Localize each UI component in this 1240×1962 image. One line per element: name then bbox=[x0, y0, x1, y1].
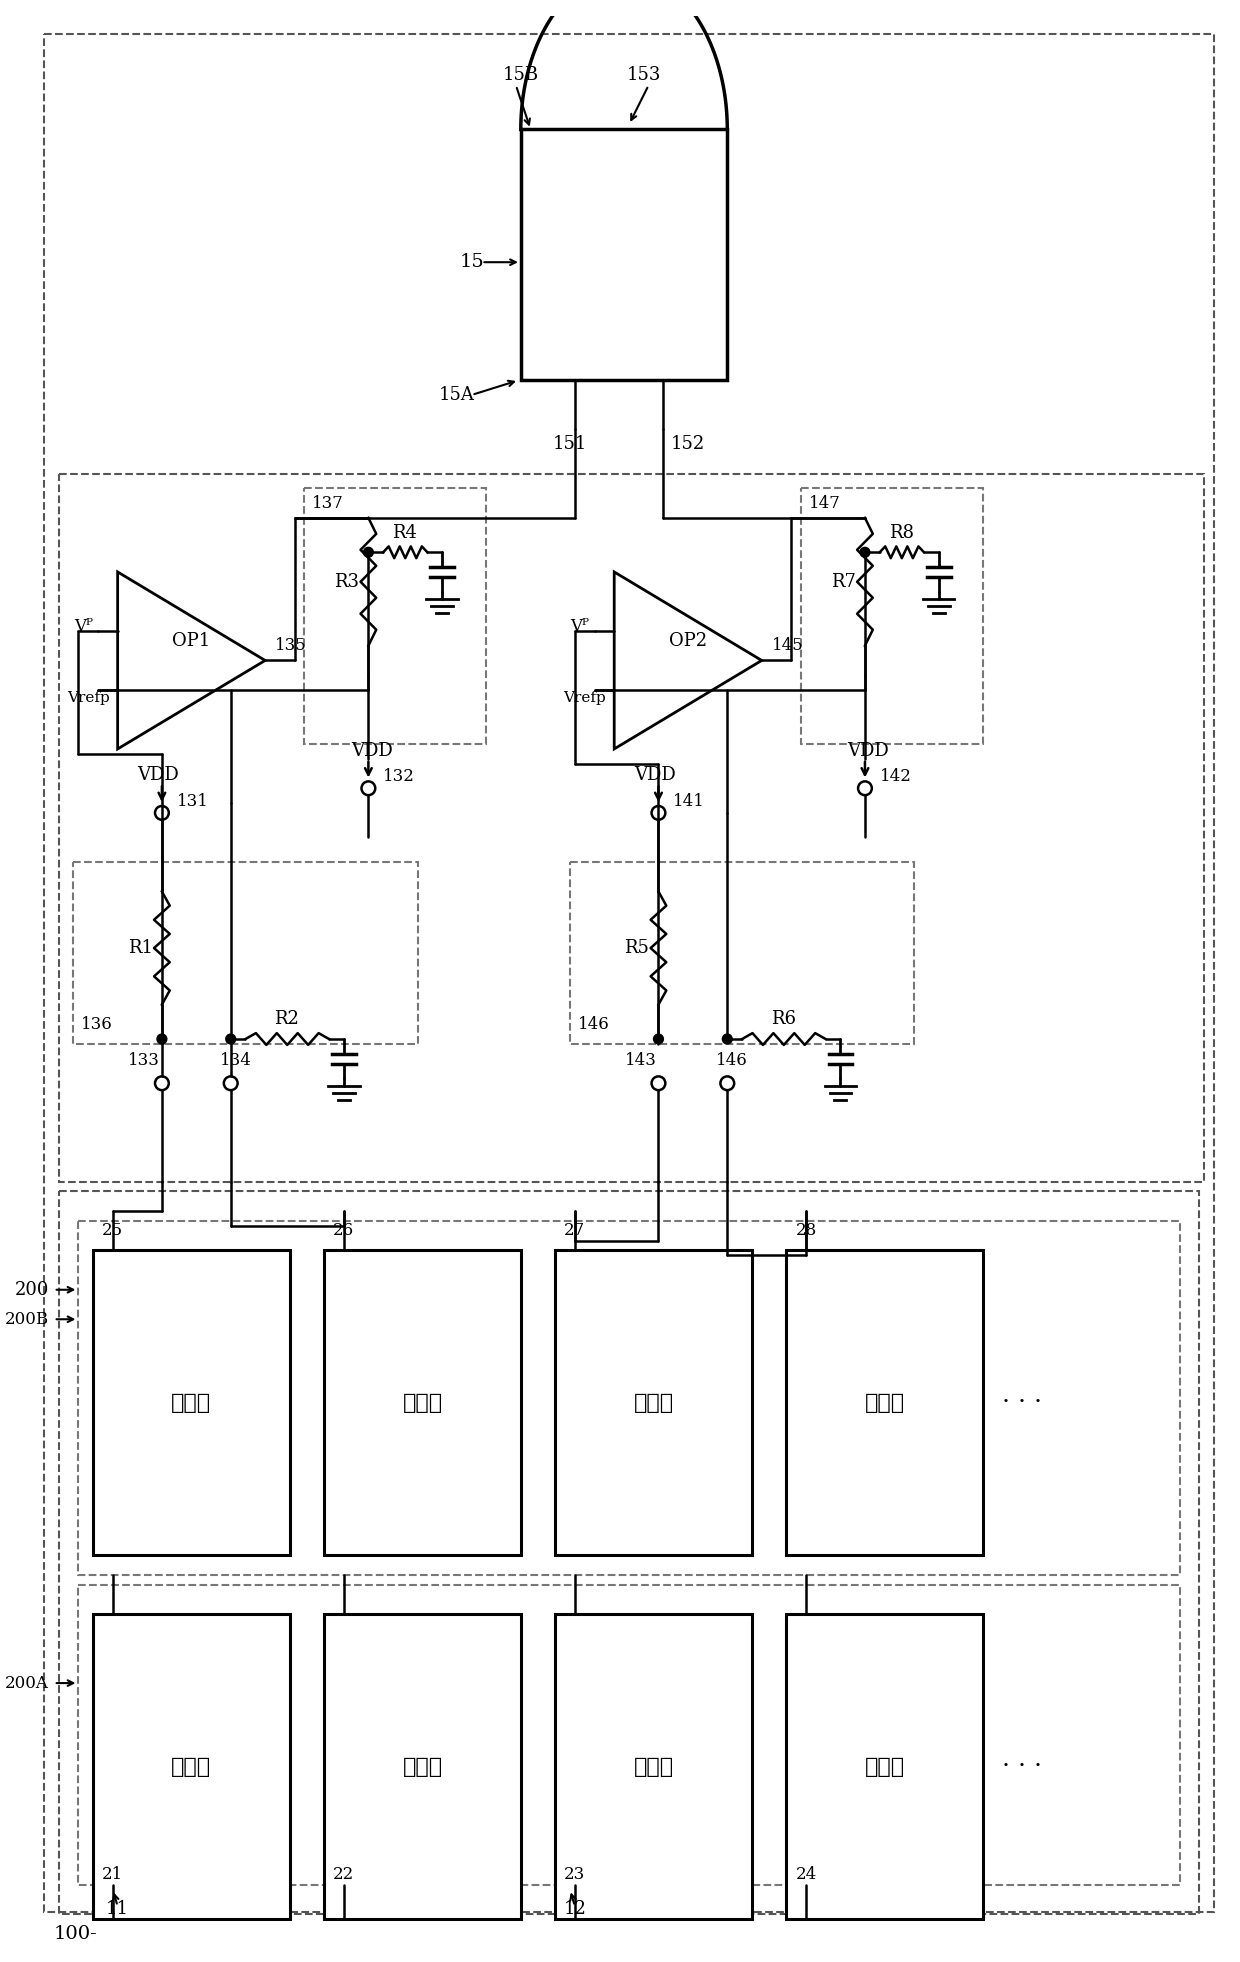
Bar bbox=[786, 1615, 983, 1919]
Text: 200A: 200A bbox=[5, 1676, 48, 1691]
Text: VDD: VDD bbox=[138, 767, 179, 785]
Text: 第五坪: 第五坪 bbox=[171, 1391, 212, 1415]
Bar bbox=[305, 489, 486, 744]
Text: 11: 11 bbox=[107, 1901, 129, 1919]
Text: R3: R3 bbox=[335, 573, 360, 591]
Bar bbox=[78, 1220, 1179, 1575]
Text: 136: 136 bbox=[82, 1016, 113, 1032]
Text: OP1: OP1 bbox=[172, 632, 211, 649]
Text: 100-: 100- bbox=[53, 1925, 98, 1942]
Bar bbox=[521, 129, 728, 381]
Text: R5: R5 bbox=[625, 938, 650, 957]
Text: R7: R7 bbox=[831, 573, 856, 591]
Text: 21: 21 bbox=[102, 1866, 123, 1884]
Text: 第六坪: 第六坪 bbox=[403, 1391, 443, 1415]
Text: 第八坪: 第八坪 bbox=[864, 1391, 905, 1415]
Text: · · ·: · · · bbox=[1002, 1391, 1043, 1415]
Text: 153: 153 bbox=[626, 67, 661, 84]
Text: 22: 22 bbox=[334, 1866, 355, 1884]
Text: R2: R2 bbox=[274, 1010, 299, 1028]
Text: 132: 132 bbox=[383, 767, 415, 785]
Text: 200: 200 bbox=[15, 1281, 48, 1299]
Circle shape bbox=[723, 1034, 732, 1044]
Bar bbox=[93, 1250, 290, 1556]
Bar bbox=[78, 1585, 1179, 1885]
Circle shape bbox=[861, 547, 870, 557]
Bar bbox=[324, 1250, 521, 1556]
Circle shape bbox=[157, 1034, 167, 1044]
Text: 第七坪: 第七坪 bbox=[634, 1391, 673, 1415]
Text: 146: 146 bbox=[717, 1052, 748, 1069]
Text: 152: 152 bbox=[671, 436, 706, 453]
Text: R4: R4 bbox=[392, 524, 417, 542]
Bar bbox=[58, 1191, 1199, 1915]
Text: VDD: VDD bbox=[847, 742, 889, 759]
Text: 143: 143 bbox=[625, 1052, 657, 1069]
Text: 133: 133 bbox=[128, 1052, 160, 1069]
Text: Vᴾ: Vᴾ bbox=[570, 618, 589, 634]
Text: 137: 137 bbox=[312, 494, 345, 512]
Text: 134: 134 bbox=[219, 1052, 252, 1069]
Text: 27: 27 bbox=[564, 1222, 585, 1240]
Bar bbox=[58, 473, 1204, 1181]
Text: 146: 146 bbox=[578, 1016, 610, 1032]
Text: VDD: VDD bbox=[634, 767, 676, 785]
Bar bbox=[93, 1615, 290, 1919]
Text: 12: 12 bbox=[563, 1901, 587, 1919]
Text: 15: 15 bbox=[459, 253, 484, 271]
Text: VDD: VDD bbox=[351, 742, 392, 759]
Text: 25: 25 bbox=[102, 1222, 123, 1240]
Text: 200B: 200B bbox=[5, 1311, 48, 1328]
Bar bbox=[570, 861, 914, 1044]
Circle shape bbox=[363, 547, 373, 557]
Text: R8: R8 bbox=[889, 524, 914, 542]
Text: 26: 26 bbox=[334, 1222, 355, 1240]
Text: 第四坪: 第四坪 bbox=[864, 1756, 905, 1778]
Text: Vrefp: Vrefp bbox=[67, 691, 109, 704]
Text: 142: 142 bbox=[879, 767, 911, 785]
Text: 141: 141 bbox=[673, 793, 706, 810]
Text: 24: 24 bbox=[795, 1866, 817, 1884]
Text: 131: 131 bbox=[176, 793, 208, 810]
Text: 第一坪: 第一坪 bbox=[171, 1756, 212, 1778]
Text: Vrefp: Vrefp bbox=[563, 691, 606, 704]
Bar bbox=[324, 1615, 521, 1919]
Bar bbox=[556, 1250, 751, 1556]
Text: Vᴾ: Vᴾ bbox=[73, 618, 93, 634]
Circle shape bbox=[653, 1034, 663, 1044]
Text: · · ·: · · · bbox=[1002, 1756, 1043, 1778]
Text: 145: 145 bbox=[771, 638, 804, 653]
Text: 第二坪: 第二坪 bbox=[403, 1756, 443, 1778]
Text: 15B: 15B bbox=[502, 67, 539, 84]
Text: OP2: OP2 bbox=[668, 632, 707, 649]
Text: 28: 28 bbox=[795, 1222, 817, 1240]
Text: 151: 151 bbox=[553, 436, 588, 453]
Circle shape bbox=[226, 1034, 236, 1044]
Text: 135: 135 bbox=[275, 638, 306, 653]
Bar bbox=[801, 489, 983, 744]
Text: 23: 23 bbox=[564, 1866, 585, 1884]
Bar bbox=[786, 1250, 983, 1556]
Text: R6: R6 bbox=[771, 1010, 796, 1028]
Bar bbox=[556, 1615, 751, 1919]
Text: 147: 147 bbox=[808, 494, 841, 512]
Text: 15A: 15A bbox=[439, 387, 475, 404]
Bar bbox=[73, 861, 418, 1044]
Text: R1: R1 bbox=[128, 938, 153, 957]
Text: 第三坪: 第三坪 bbox=[634, 1756, 673, 1778]
